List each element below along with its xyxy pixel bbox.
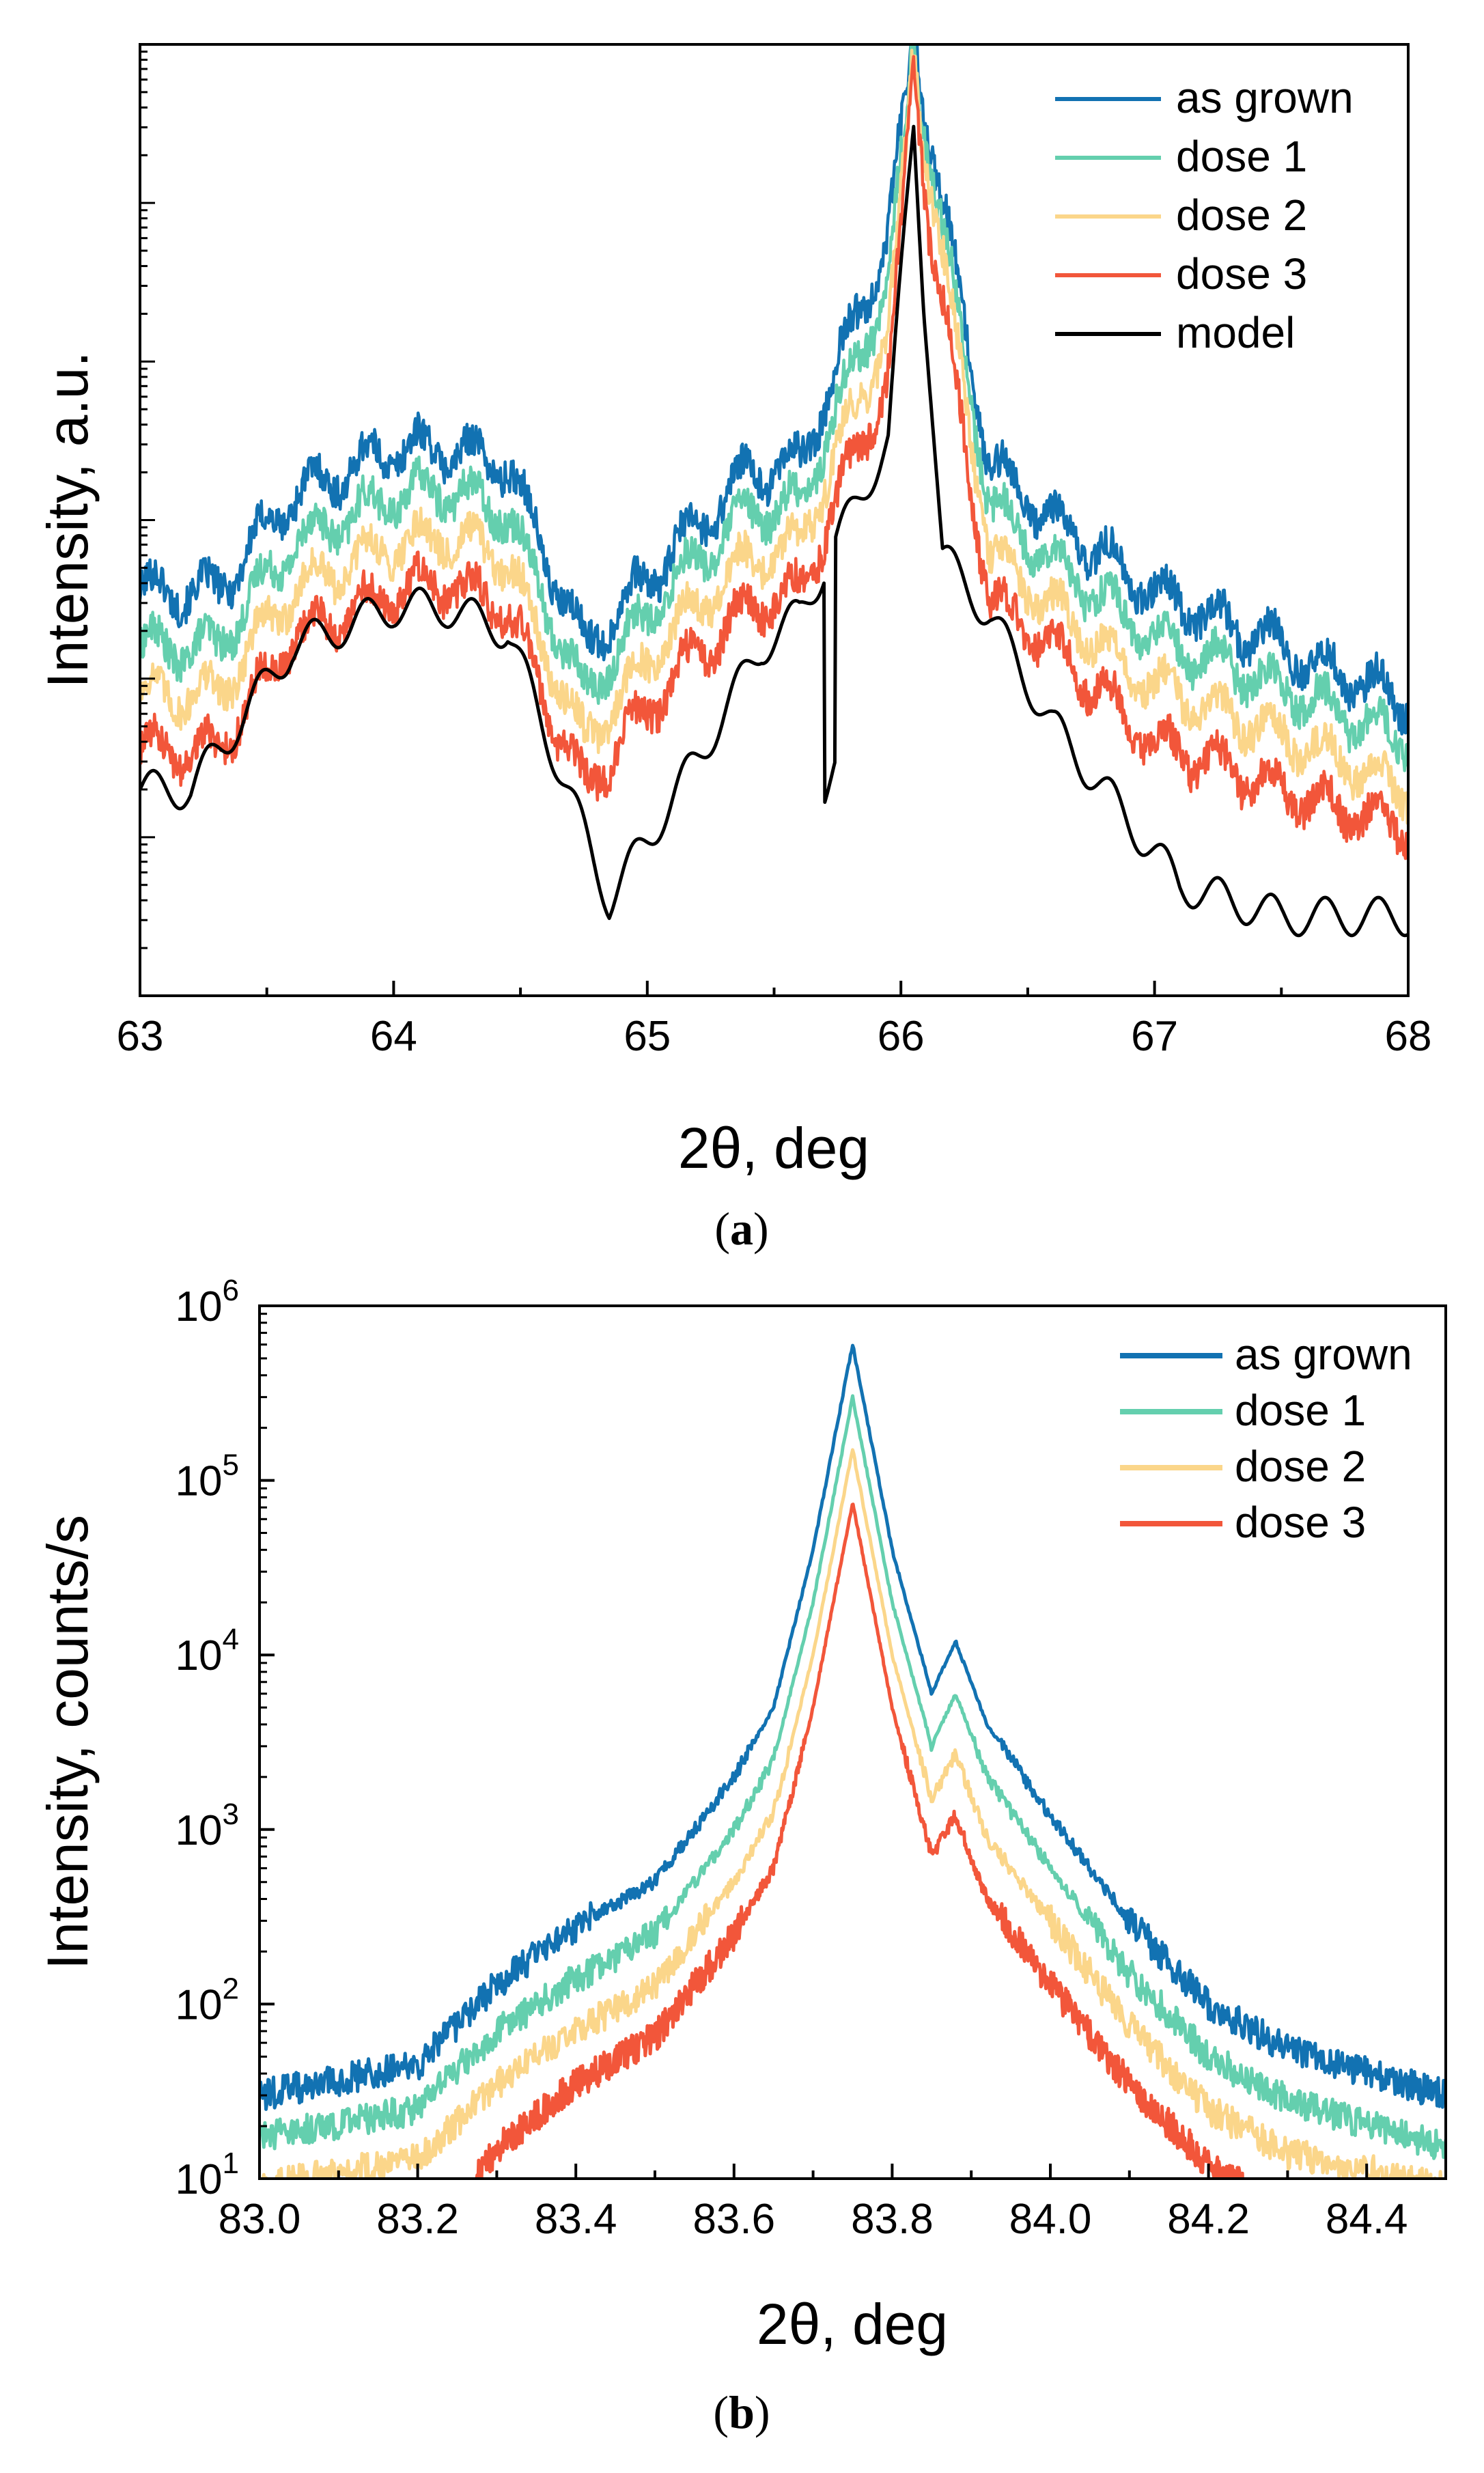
panel-b-y-tick-label: 103 (176, 1798, 239, 1854)
panel-b-label: (b) (713, 2386, 770, 2438)
panel-a-label: (a) (714, 1203, 768, 1255)
panel-a: 63 64 65 66 67 68 2θ, deg Intensity, a.u. as … (36, 43, 1432, 1255)
panel-a-x-tick-label: 65 (624, 1013, 671, 1060)
panel-b-x-tick-label: 83.8 (851, 2196, 934, 2243)
panel-b-x-tick-label: 83.4 (535, 2196, 617, 2243)
panel-b-x-tick-label: 84.4 (1326, 2196, 1408, 2243)
panel-b-legend-label: dose 2 (1235, 1442, 1366, 1491)
panel-b-x-axis-title: 2θ, deg (757, 2292, 948, 2356)
panel-b-x-tick-label: 83.6 (692, 2196, 775, 2243)
panel-b-y-tick-label: 106 (176, 1274, 239, 1330)
panel-b-y-tick-label: 101 (176, 2147, 239, 2203)
panel-a-x-tick-label: 66 (878, 1013, 925, 1060)
panel-a-series-model (140, 124, 1408, 938)
panel-b-legend: as grown dose 1 dose 2 dose 3 (1120, 1330, 1412, 1547)
panel-a-x-ticks (139, 51, 1410, 997)
panel-a-series-dose-3 (140, 55, 1408, 861)
panel-b-legend-label: as grown (1235, 1330, 1412, 1379)
panel-a-x-tick-label: 68 (1385, 1013, 1432, 1060)
panel-b-x-tick-labels: 83.0 83.2 83.4 83.6 83.8 84.0 84.2 84.4 (219, 2196, 1408, 2243)
panel-b-x-tick-label: 83.0 (219, 2196, 301, 2243)
panel-a-legend-label: as grown (1176, 73, 1354, 122)
panel-b-x-tick-label: 84.2 (1167, 2196, 1250, 2243)
panel-b-legend-label: dose 3 (1235, 1498, 1366, 1547)
panel-a-series-as-grown (140, 44, 1408, 736)
panel-a-x-axis-title: 2θ, deg (678, 1116, 869, 1180)
panel-a-y-axis-title: Intensity, a.u. (36, 351, 100, 688)
panel-a-series-dose-1 (140, 44, 1408, 772)
panel-a-series-dose-2 (140, 48, 1408, 825)
panel-a-legend-label: dose 2 (1176, 191, 1307, 240)
panel-b-y-tick-labels: 101 102 103 104 105 106 (176, 1274, 239, 2203)
panel-b-x-tick-label: 84.0 (1009, 2196, 1092, 2243)
panel-a-x-tick-labels: 63 64 65 66 67 68 (117, 1013, 1432, 1060)
panel-a-legend: as grown dose 1 dose 2 dose 3 model (1055, 73, 1354, 357)
panel-b-y-axis-title: Intensity, counts/s (36, 1515, 100, 1970)
panel-b-plot-area (260, 1343, 1446, 2179)
panel-b-series-dose-1 (260, 1394, 1446, 2160)
panel-b-label-letter: b (729, 2386, 755, 2438)
panel-a-x-tick-label: 63 (117, 1013, 164, 1060)
panel-b-y-tick-label: 102 (176, 1972, 239, 2028)
panel-b-series-as-grown (260, 1343, 1446, 2111)
panel-b-series-dose-2 (261, 1448, 1443, 2179)
panel-b-y-tick-label: 104 (176, 1623, 239, 1679)
panel-b-y-tick-label: 105 (176, 1449, 239, 1505)
panel-a-x-tick-label: 64 (370, 1013, 417, 1060)
panel-b-y-ticks (260, 1304, 275, 2180)
panel-b-frame (258, 1304, 1447, 2180)
panel-b-legend-label: dose 1 (1235, 1386, 1366, 1435)
panel-b: 83.0 83.2 83.4 83.6 83.8 84.0 84.2 84.4 1011021… (36, 1274, 1447, 2438)
panel-b-x-tick-label: 83.2 (376, 2196, 459, 2243)
panel-b-x-ticks (258, 2164, 1369, 2179)
panel-b-series-dose-3 (475, 1503, 1248, 2179)
panel-a-legend-label: model (1176, 308, 1295, 357)
panel-a-x-tick-label: 67 (1131, 1013, 1178, 1060)
panel-a-label-letter: a (730, 1203, 753, 1255)
panel-a-plot-area (140, 44, 1408, 938)
panel-a-legend-label: dose 1 (1176, 132, 1307, 181)
panel-a-legend-label: dose 3 (1176, 249, 1307, 298)
